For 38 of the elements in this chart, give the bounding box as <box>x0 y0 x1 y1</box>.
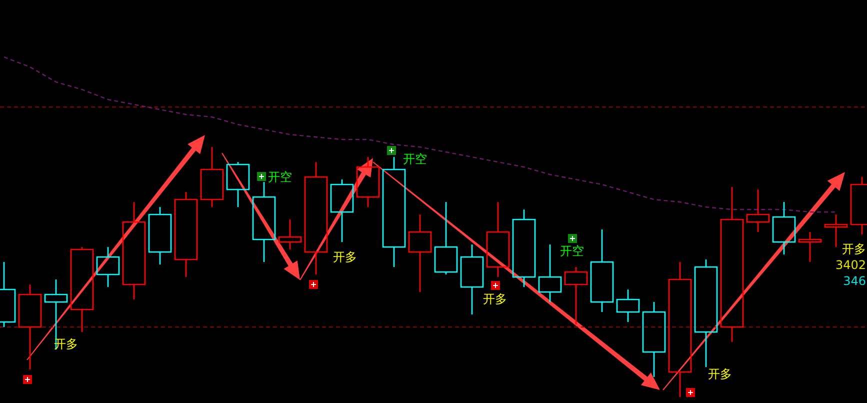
candlestick <box>330 178 354 243</box>
candlestick <box>486 201 510 278</box>
candlestick <box>798 231 822 263</box>
annotation: 开多 <box>708 367 732 382</box>
candlestick <box>44 278 68 350</box>
annotation: 346 <box>843 274 866 288</box>
annotation: 开多 <box>333 250 357 264</box>
annotation: 开多 <box>483 292 507 306</box>
candlestick <box>642 301 666 378</box>
candlestick <box>538 244 562 303</box>
annotation: 开多 <box>842 242 866 256</box>
candlestick <box>304 161 328 276</box>
candlestick <box>226 161 250 208</box>
candlestick <box>746 188 770 233</box>
candlestick <box>96 246 120 288</box>
annotation: 开空 <box>268 170 292 184</box>
candlestick <box>70 246 94 333</box>
candlestick <box>434 201 458 276</box>
annotation: 3402 <box>835 258 866 272</box>
candlestick <box>278 218 302 250</box>
annotation: 开空 <box>403 152 427 166</box>
candlestick <box>18 284 42 370</box>
candlestick <box>694 258 718 368</box>
candlestick <box>148 206 172 266</box>
candlestick <box>408 214 432 293</box>
candlestick <box>174 191 198 278</box>
candlestick <box>720 186 744 343</box>
candlestick <box>772 201 796 256</box>
candlestick <box>460 244 484 316</box>
candlestick <box>356 156 380 208</box>
candlestick <box>512 208 536 288</box>
candlestick <box>252 181 276 263</box>
candlestick <box>616 288 640 323</box>
candlestick <box>590 228 614 313</box>
candlestick <box>564 266 588 326</box>
candlestick <box>200 146 224 208</box>
candlestick <box>122 201 146 300</box>
annotation: 开空 <box>560 244 584 258</box>
